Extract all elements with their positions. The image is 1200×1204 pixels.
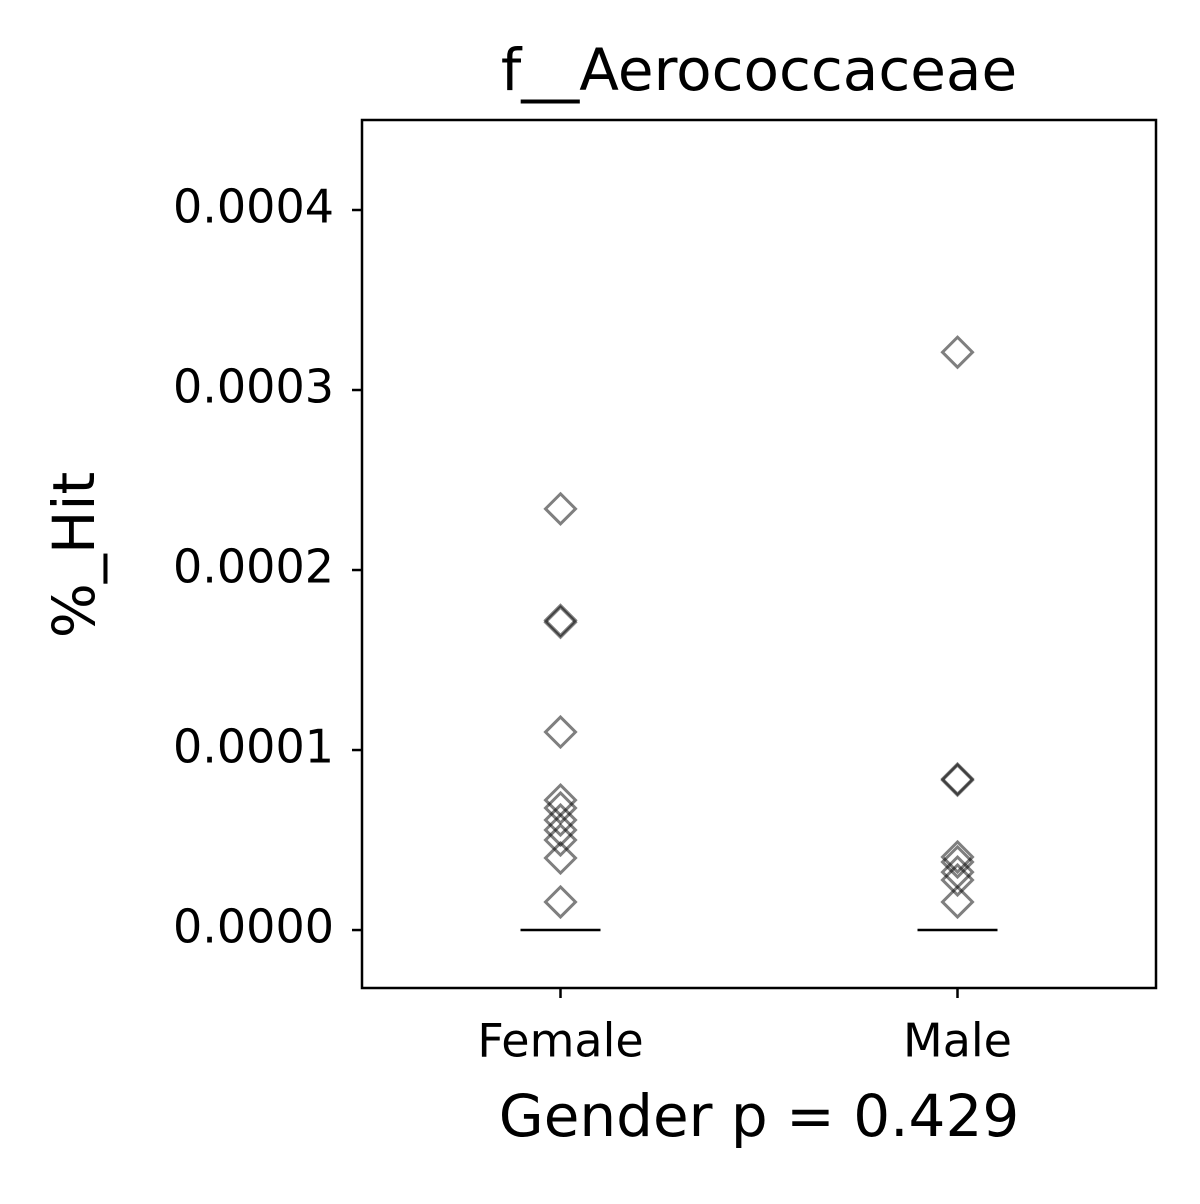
data-point (543, 605, 578, 640)
data-point (940, 335, 975, 370)
data-point (543, 491, 578, 526)
y-tick-label: 0.0001 (173, 720, 334, 774)
x-tick-label: Female (477, 1014, 643, 1068)
y-tick-label: 0.0003 (173, 360, 334, 414)
y-tick-label: 0.0002 (173, 540, 334, 594)
data-point (543, 802, 578, 838)
data-point (940, 862, 975, 898)
data-point (543, 714, 578, 750)
data-point (543, 822, 578, 858)
data-point (940, 844, 975, 880)
x-axis-label: Gender p = 0.429 (499, 1082, 1020, 1150)
data-point (940, 884, 975, 920)
y-axis-label: %_Hit (40, 472, 108, 639)
plot-frame (360, 118, 1158, 990)
chart-title: f__Aerococcaceae (501, 36, 1017, 104)
y-tick-label: 0.0004 (173, 180, 334, 234)
data-point (543, 884, 578, 920)
data-point (940, 839, 975, 875)
data-point (543, 603, 578, 638)
data-point (940, 762, 975, 798)
data-point (543, 812, 578, 848)
data-point (940, 761, 975, 797)
data-point (543, 840, 578, 876)
y-tick-label: 0.0000 (173, 900, 334, 954)
x-tick-label: Male (903, 1014, 1012, 1068)
